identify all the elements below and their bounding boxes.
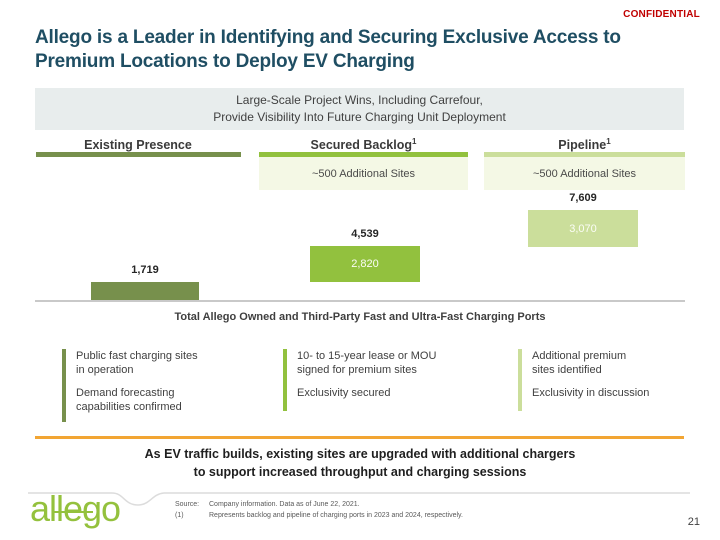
- existing-presence-bullets: Public fast charging sites in operation …: [62, 349, 236, 423]
- chart-baseline: [35, 300, 685, 302]
- secured-backlog-bullets: 10- to 15-year lease or MOU signed for p…: [283, 349, 477, 411]
- bar-segment-label-backlog: 2,820: [351, 258, 379, 270]
- column-header-pipeline: Pipeline1: [558, 137, 611, 153]
- footnote-marker: 1: [411, 137, 417, 146]
- source-row: Source: Company information. Data as of …: [175, 501, 360, 508]
- bullet-item: Demand forecasting capabilities confirme…: [76, 386, 182, 413]
- bullet-item: 10- to 15-year lease or MOU signed for p…: [297, 350, 437, 377]
- pipeline-underline: [484, 152, 685, 157]
- subtitle-banner: Large-Scale Project Wins, Including Carr…: [35, 88, 684, 130]
- bullet-item: Exclusivity secured: [297, 386, 391, 399]
- bar-segment-label-pipeline: 3,070: [569, 222, 597, 235]
- subtitle-banner-line1: Large-Scale Project Wins, Including Carr…: [236, 92, 483, 107]
- takeaway-statement: As EV traffic builds, existing sites are…: [144, 447, 576, 480]
- existing-presence-underline: [36, 152, 241, 157]
- secured-backlog-underline: [259, 152, 468, 157]
- pipeline-bullets: Additional premium sites identified Excl…: [518, 349, 697, 411]
- bar-total-label-backlog: 4,539: [351, 228, 379, 240]
- slide-title-line2: Premium Locations to Deploy EV Charging: [35, 50, 415, 72]
- secured-backlog-additional-sites-box: ~500 Additional Sites: [259, 157, 468, 190]
- confidential-stamp: CONFIDENTIAL: [623, 9, 700, 20]
- bar-total-label-pipeline: 7,609: [569, 192, 597, 204]
- pipeline-additional-sites-box: ~500 Additional Sites: [484, 157, 685, 190]
- footnote-row: (1) Represents backlog and pipeline of c…: [175, 511, 463, 519]
- column-header-secured-backlog: Secured Backlog1: [310, 137, 417, 153]
- bar-pipeline: 3,070: [528, 210, 638, 247]
- footer-swoosh-line: [28, 492, 690, 506]
- subtitle-banner-line2: Provide Visibility Into Future Charging …: [213, 110, 506, 124]
- bullet-item: Exclusivity in discussion: [532, 386, 650, 399]
- allego-logo-crossbar: [53, 511, 93, 513]
- orange-divider: [35, 436, 684, 439]
- chart-caption: Total Allego Owned and Third-Party Fast …: [174, 311, 546, 323]
- slide-title: Allego is a Leader in Identifying and Se…: [35, 26, 695, 74]
- bullet-item: Additional premium sites identified: [532, 350, 627, 377]
- bar-existing-presence: [91, 282, 199, 301]
- bullet-item: Public fast charging sites in operation: [76, 350, 198, 377]
- bar-total-label-existing: 1,719: [131, 264, 159, 276]
- source-footnotes: Source: Company information. Data as of …: [175, 500, 463, 521]
- bar-secured-backlog: 2,820: [310, 246, 420, 282]
- slide-title-line1: Allego is a Leader in Identifying and Se…: [35, 27, 621, 48]
- page-number: 21: [687, 516, 700, 528]
- column-header-existing-presence: Existing Presence: [84, 138, 192, 153]
- footnote-marker: 1: [606, 137, 611, 146]
- allego-logo: allego: [30, 488, 121, 529]
